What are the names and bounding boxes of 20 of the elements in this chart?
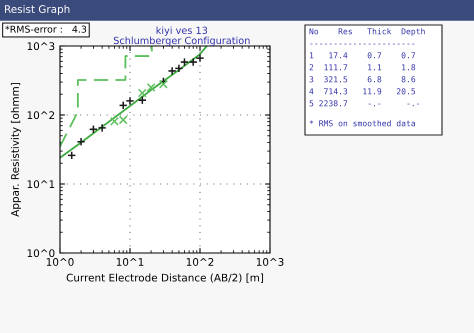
text: * RMS on smoothed data — [310, 120, 416, 126]
text: 1 17.4 0.7 0.7 — [310, 52, 416, 58]
text: No Res Thick Depth — [310, 28, 425, 36]
y-tick-label: 10^3 — [28, 42, 54, 50]
text: 5 2238.7 -.- -.- — [310, 100, 420, 106]
text: 3 321.5 6.8 8.6 — [310, 76, 416, 82]
y-tick-label: 10^1 — [28, 180, 54, 188]
x-axis-title: Current Electrode Distance (AB/2) [m] — [66, 274, 264, 283]
chart-title: kiyi ves 13 Schlumberger Configuration — [114, 26, 250, 46]
text: Resist Graph — [5, 4, 70, 16]
x-tick-label: 10^1 — [116, 258, 144, 266]
y-tick-label: 10^0 — [28, 249, 54, 258]
x-tick-label: 10^0 — [46, 258, 74, 266]
text: 2 111.7 1.1 1.8 — [310, 64, 416, 70]
y-axis-title: Appar. Resistivity [ohmm] — [10, 83, 21, 217]
x-tick-label: 10^2 — [186, 258, 214, 266]
y-tick-label: 10^2 — [28, 111, 54, 120]
text: *RMS-error : 4.3 — [5, 26, 86, 33]
x-tick-label: 10^3 — [256, 258, 284, 266]
text: 4 714.3 11.9 20.5 — [309, 88, 416, 94]
